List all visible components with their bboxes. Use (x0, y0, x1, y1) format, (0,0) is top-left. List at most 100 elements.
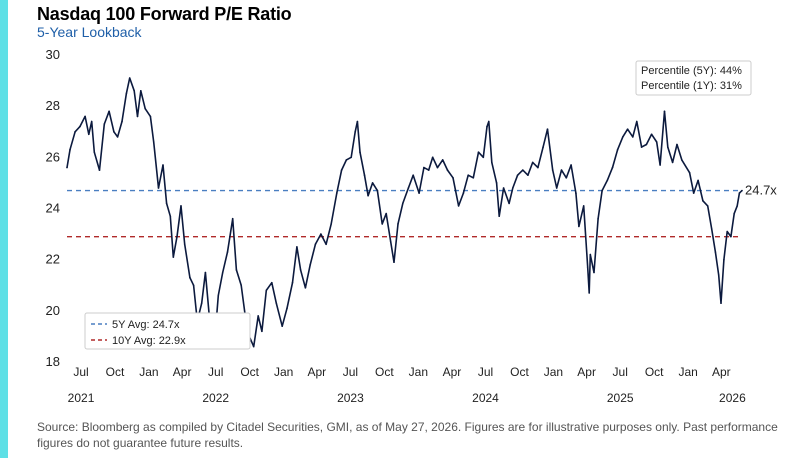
data-point (502, 187, 505, 189)
data-point (606, 179, 609, 182)
data-point (688, 171, 691, 174)
x-tick-label: Oct (106, 365, 125, 379)
data-point (172, 256, 175, 258)
data-point (275, 302, 278, 305)
x-tick-label: Apr (712, 365, 731, 379)
data-point (330, 223, 333, 225)
data-point (546, 128, 549, 130)
x-tick-label: Jul (208, 365, 223, 379)
reference-lines-layer (67, 189, 742, 238)
accent-bar (0, 0, 8, 458)
data-point (235, 269, 238, 271)
data-point (736, 205, 738, 207)
y-tick-label: 20 (46, 303, 60, 318)
data-point (271, 281, 273, 284)
data-point (136, 115, 139, 118)
data-point (376, 189, 379, 192)
data-point (103, 123, 106, 125)
data-point (412, 174, 415, 176)
x-tick-label: Oct (375, 365, 394, 379)
data-point (586, 266, 589, 269)
x-year-label: 2024 (472, 391, 499, 405)
data-point (418, 192, 420, 194)
data-point (702, 200, 704, 202)
x-tick-label: Apr (443, 365, 462, 379)
data-point (149, 115, 152, 118)
series-line (66, 77, 743, 348)
x-year-label: 2025 (607, 391, 634, 405)
data-point (531, 161, 534, 164)
data-point (200, 302, 203, 305)
data-point (640, 146, 643, 148)
data-point (589, 253, 592, 256)
data-point (320, 233, 322, 235)
series-layer: 24.7x (66, 77, 777, 348)
data-point (345, 159, 348, 161)
x-year-label: 2022 (202, 391, 229, 405)
data-point (431, 156, 434, 159)
x-tick-label: Oct (645, 365, 664, 379)
data-point (125, 92, 128, 95)
data-point (162, 164, 164, 166)
data-point (397, 223, 399, 225)
data-point (385, 212, 388, 215)
x-tick-label: Jan (409, 365, 428, 379)
legend-box (84, 312, 251, 350)
data-point (113, 131, 115, 133)
data-point (582, 205, 585, 207)
data-point (508, 202, 510, 205)
data-point (356, 120, 359, 123)
data-point (66, 166, 68, 169)
data-point (495, 182, 498, 184)
data-point (714, 251, 717, 253)
data-point (169, 215, 172, 217)
data-point (180, 205, 182, 207)
x-tick-label: Apr (173, 365, 192, 379)
data-point (738, 192, 741, 194)
data-point (667, 146, 669, 148)
data-point (512, 187, 514, 189)
data-point (189, 276, 191, 279)
legend-layer: 5Y Avg: 24.7x 10Y Avg: 22.9x (84, 312, 251, 350)
data-point (723, 258, 725, 261)
data-point (69, 148, 71, 151)
data-point (157, 187, 160, 189)
data-point (252, 345, 255, 348)
chart-title: Nasdaq 100 Forward P/E Ratio (37, 4, 292, 24)
data-point (350, 156, 353, 159)
data-point (309, 264, 312, 266)
data-point (121, 120, 123, 123)
data-point (726, 230, 728, 233)
data-point (491, 161, 493, 164)
data-point (516, 174, 519, 176)
data-point (522, 169, 524, 171)
x-tick-label: Oct (240, 365, 259, 379)
data-point (108, 110, 110, 113)
data-point (486, 125, 488, 128)
data-point (645, 143, 648, 146)
x-tick-label: Jan (678, 365, 697, 379)
data-point (381, 223, 384, 225)
x-tick-label: Jul (613, 365, 628, 379)
data-point (402, 202, 404, 205)
data-point (498, 215, 501, 217)
data-point (578, 225, 580, 228)
data-point (79, 125, 81, 128)
y-tick-label: 26 (46, 149, 60, 164)
x-tick-label: Oct (510, 365, 529, 379)
data-point (551, 169, 554, 171)
data-point (622, 136, 624, 138)
x-year-label: 2023 (337, 391, 364, 405)
data-point (626, 128, 629, 130)
data-point (261, 330, 263, 333)
x-tick-label: Apr (308, 365, 327, 379)
x-tick-label: Jan (274, 365, 293, 379)
x-tick-label: Jul (73, 365, 88, 379)
data-point (407, 187, 410, 189)
data-point (452, 177, 454, 179)
data-point (710, 228, 713, 230)
data-point (296, 246, 298, 248)
x-tick-label: Jul (343, 365, 358, 379)
data-point (240, 284, 242, 287)
